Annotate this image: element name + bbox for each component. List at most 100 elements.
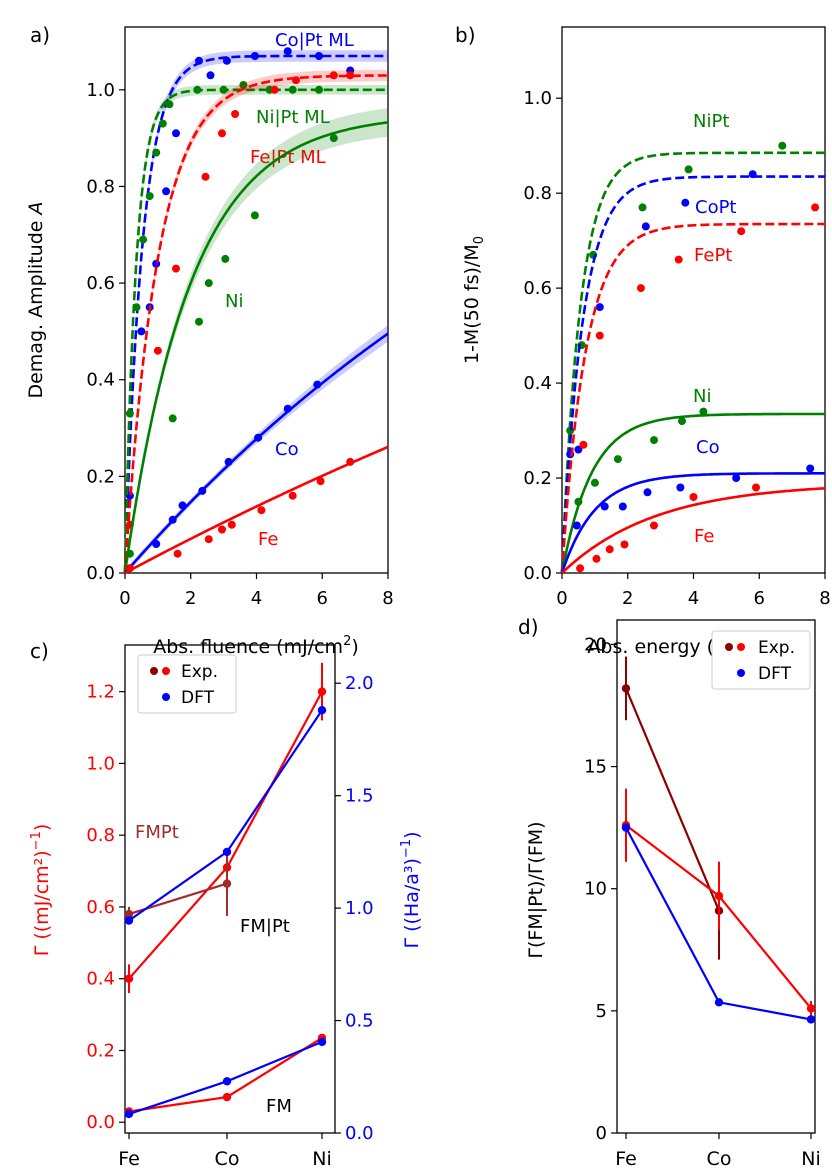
panel-a-point-co-6 [254, 433, 263, 442]
panel-b-point-fe-4 [650, 521, 658, 530]
panel-a-point-fe-2 [204, 535, 213, 544]
panel-c-ytick-left-label-2: 0.4 [86, 969, 115, 990]
panel-a-ytick-label-2: 0.4 [86, 370, 115, 391]
panel-a-point-fe-pt-ml-8 [329, 71, 338, 80]
panel-a-ytick-label-1: 0.2 [86, 466, 115, 487]
panel-a-point-fe-pt-ml-9 [346, 71, 355, 80]
panel-b-series-label-ni: Ni [693, 386, 711, 407]
panel-c-point-dft-fm-pt-1 [222, 847, 232, 857]
panel-d-label: d) [518, 615, 539, 639]
panel-b-xtick-label-2: 4 [688, 588, 699, 609]
panel-d-ytick-label-0: 0 [596, 1123, 607, 1144]
panel-b-point-fe-6 [752, 483, 760, 492]
panel-c-ytick-right-label-3: 1.5 [345, 786, 374, 807]
panel-a-point-co-pt-ml-1 [137, 327, 146, 336]
panel-a-band-co [125, 325, 388, 573]
panel-c-ylabel-left: Γ ((mJ/cm²)−1) [29, 824, 53, 957]
panel-b-point-co-0 [572, 521, 581, 530]
panel-a-ytick-label-0: 0.0 [86, 563, 115, 584]
panel-b-point-co-1 [600, 502, 609, 511]
panel-b-point-ni-3 [650, 436, 658, 445]
panel-b: Abs. energy (mHa/a03) 1-M(50 fs)/M0 0246… [461, 26, 831, 663]
panel-a-point-co-4 [198, 486, 207, 495]
panel-d-point-exp-fm-pt-fm-2 [806, 1004, 816, 1013]
panel-c-point-exp-fm-1 [222, 1092, 232, 1102]
panel-c-point-exp-fm-pt-0 [124, 974, 134, 983]
panel-d-ytick-label-1: 5 [596, 1001, 607, 1022]
panel-d-ytick-label-4: 20 [584, 634, 607, 655]
panel-a-point-co-pt-ml-8 [222, 56, 231, 65]
panel-b-series-label-copt: CoPt [695, 197, 737, 218]
panel-a-band-ni-pt-ml [125, 85, 388, 573]
panel-a-point-ni-6 [329, 134, 338, 143]
panel-a-point-fe-0 [125, 564, 134, 573]
panel-a-point-co-2 [168, 515, 177, 524]
panel-d-legend-exp-label: Exp. [758, 638, 795, 658]
panel-a-curve-ni [123, 121, 389, 574]
panel-b-ytick-label-2: 0.4 [523, 373, 552, 394]
panel-b-point-fept-4 [737, 227, 746, 236]
panel-b-point-fe-5 [689, 493, 698, 501]
panel-a-point-co-1 [152, 540, 161, 548]
panel-b-point-fe-0 [576, 564, 585, 573]
panel-a: Abs. fluence (mJ/cm2) Demag. Amplitude A… [25, 26, 394, 658]
panel-a-point-ni-4 [221, 254, 230, 263]
panel-a-point-ni-pt-ml-2 [139, 235, 148, 244]
panel-c-point-dft-fm-pt-0 [124, 916, 134, 925]
panel-b-point-co-5 [732, 474, 741, 482]
panel-b-point-ni-4 [678, 417, 686, 426]
panel-a-point-ni-pt-ml-12 [315, 85, 323, 94]
panel-c: Γ ((mJ/cm²)−1) Γ ((Ha/a³)−1) FMPt FM|Pt … [29, 644, 423, 1170]
panel-b-point-co-3 [643, 488, 652, 497]
panel-c-ytick-right-label-2: 1.0 [345, 898, 374, 919]
panel-a-point-ni-pt-ml-3 [145, 192, 154, 201]
panel-a-curve-co-pt-ml [123, 54, 388, 574]
panel-d-plot-frame [616, 619, 816, 1134]
panel-a-ytick-label-4: 0.8 [86, 176, 115, 197]
panel-a-point-co-pt-ml-7 [206, 71, 215, 80]
panel-a-point-co-3 [178, 501, 187, 510]
panel-a-point-fe-pt-ml-6 [270, 85, 279, 94]
panel-c-xtick-label-1: Co [215, 1148, 240, 1170]
panel-a-xtick-label-4: 8 [382, 588, 393, 609]
panel-a-ytick-label-3: 0.6 [86, 273, 115, 294]
panel-b-label: b) [455, 23, 476, 47]
panel-b-xtick-label-1: 2 [622, 588, 633, 609]
panel-b-curve-fept [560, 222, 825, 574]
panel-b-series-label-co: Co [696, 437, 720, 458]
panel-a-series-label-co-pt-ml: Co|Pt ML [275, 30, 354, 51]
panel-b-point-nipt-3 [638, 203, 647, 212]
panel-a-point-ni-2 [195, 317, 203, 326]
panel-d-point-exp-fmpt-fm-0 [621, 684, 631, 693]
panel-b-point-fe-3 [620, 540, 629, 549]
panel-a-point-fe-pt-ml-2 [172, 264, 180, 273]
panel-a-series-label-ni-pt-ml: Ni|Pt ML [256, 107, 330, 128]
panel-d-point-dft-1 [714, 998, 724, 1007]
panel-d-point-dft-0 [621, 823, 631, 832]
panel-a-point-ni-pt-ml-7 [193, 85, 202, 94]
panel-c-ytick-right-label-1: 0.5 [345, 1011, 374, 1032]
panel-b-point-copt-2 [595, 303, 604, 312]
panel-a-curve-ni-pt-ml [123, 88, 388, 574]
panel-d-ytick-label-2: 10 [584, 879, 607, 900]
panel-a-point-fe-7 [316, 477, 325, 486]
panel-a-point-ni-pt-ml-0 [125, 409, 134, 418]
panel-a-point-co-pt-ml-9 [250, 52, 259, 60]
panel-c-legend-exp-marker-dark [150, 667, 158, 675]
panel-a-xtick-label-0: 0 [119, 588, 130, 609]
panel-c-annotation-fm-pt: FM|Pt [240, 916, 290, 937]
panel-b-point-fept-1 [595, 331, 604, 340]
panel-b-point-co-2 [618, 502, 627, 511]
panel-a-point-fe-3 [218, 525, 226, 534]
panel-c-label: c) [30, 639, 49, 663]
panel-a-point-fe-pt-ml-5 [231, 110, 240, 118]
panel-b-point-fept-2 [636, 284, 645, 293]
panel-b-curve-ni [560, 412, 825, 574]
panel-b-point-copt-4 [681, 198, 690, 207]
panel-c-legend-exp-marker [162, 667, 170, 675]
panel-c-point-exp-fmpt-0 [124, 909, 134, 919]
panel-a-point-fe-1 [173, 549, 182, 558]
panel-b-point-ni-1 [590, 478, 599, 487]
panel-c-ytick-left-label-4: 0.8 [86, 825, 115, 846]
